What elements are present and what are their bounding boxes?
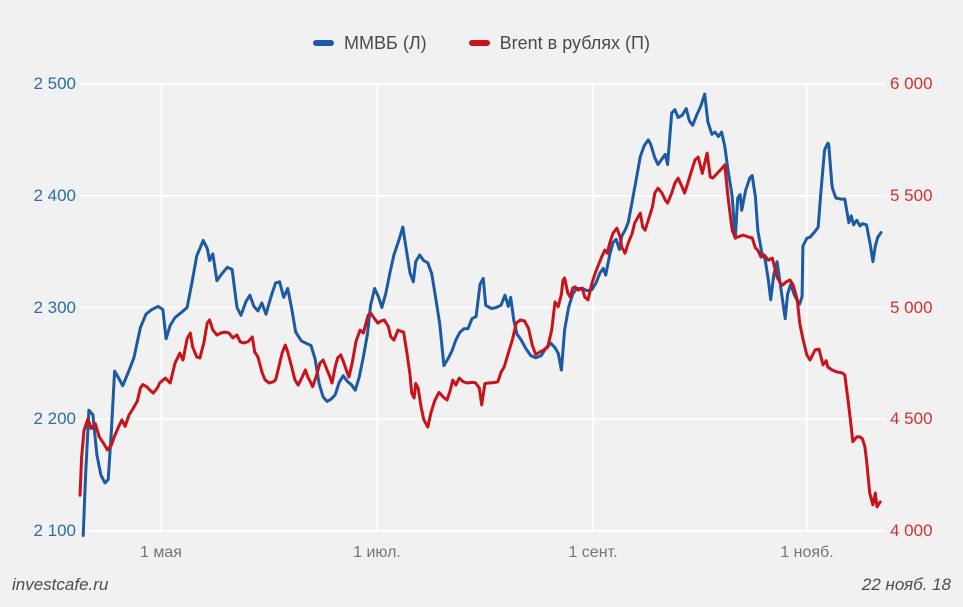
- right-axis-tick: 4 000: [890, 521, 933, 540]
- legend-label: Brent в рублях (П): [499, 32, 650, 53]
- left-axis-tick: 2 100: [33, 521, 76, 540]
- left-axis-tick: 2 200: [33, 409, 76, 428]
- left-axis-tick: 2 500: [33, 74, 76, 93]
- x-axis-tick: 1 нояб.: [780, 544, 834, 561]
- chart-date: 22 нояб. 18: [861, 575, 951, 594]
- left-axis-tick: 2 300: [33, 298, 76, 317]
- right-axis-tick: 5 500: [890, 186, 933, 205]
- x-axis-tick: 1 мая: [140, 544, 182, 561]
- legend-label: ММВБ (Л): [344, 32, 427, 53]
- left-axis-tick: 2 400: [33, 186, 76, 205]
- x-axis-tick: 1 июл.: [353, 544, 401, 561]
- right-axis-tick: 6 000: [890, 74, 933, 93]
- source-watermark: investcafe.ru: [12, 575, 109, 594]
- x-axis-tick: 1 сент.: [568, 544, 618, 561]
- legend-item-brent[interactable]: Brent в рублях (П): [468, 32, 650, 54]
- series-line-brent: [78, 151, 882, 509]
- series-line-mmvb: [81, 92, 883, 537]
- series-dash-icon: [468, 40, 490, 46]
- right-axis-tick: 5 000: [890, 298, 933, 317]
- series-dash-icon: [313, 40, 335, 46]
- legend-item-mmvb[interactable]: ММВБ (Л): [313, 33, 427, 54]
- right-axis-tick: 4 500: [890, 409, 933, 428]
- legend: ММВБ (Л) Brent в рублях (П): [0, 28, 963, 58]
- footer: investcafe.ru 22 нояб. 18: [0, 569, 963, 607]
